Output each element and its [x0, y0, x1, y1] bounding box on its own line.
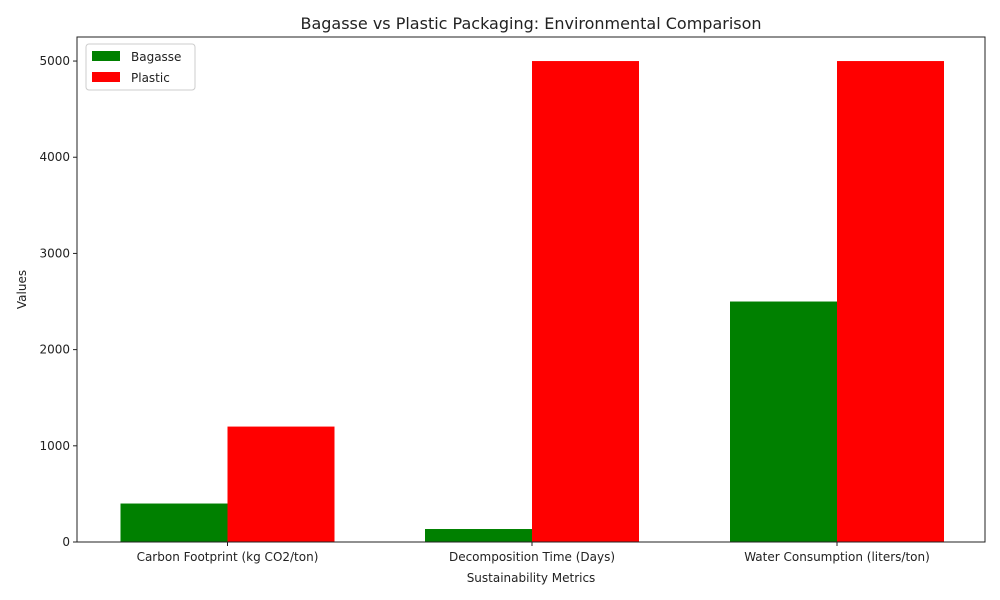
legend-label-bagasse: Bagasse [131, 50, 181, 64]
x-tick-label: Carbon Footprint (kg CO2/ton) [137, 550, 319, 564]
legend-swatch-plastic [92, 72, 120, 82]
bar-bagasse [120, 503, 228, 542]
y-tick-label: 2000 [39, 343, 70, 357]
bar-bagasse [425, 529, 532, 542]
y-tick-label: 3000 [39, 246, 70, 260]
axes-frame [76, 36, 986, 543]
legend-label-plastic: Plastic [131, 71, 170, 85]
bar-plastic [837, 61, 944, 543]
y-tick-label: 0 [62, 535, 70, 549]
bar-bagasse [730, 301, 837, 542]
y-tick-label: 4000 [39, 150, 70, 164]
x-tick-label: Water Consumption (liters/ton) [744, 550, 930, 564]
bar-plastic [532, 61, 639, 543]
y-tick-label: 1000 [39, 439, 70, 453]
chart-title: Bagasse vs Plastic Packaging: Environmen… [300, 14, 761, 33]
legend-swatch-bagasse [92, 51, 120, 61]
x-axis-label: Sustainability Metrics [467, 571, 596, 585]
y-axis-label: Values [15, 270, 29, 309]
x-tick-label: Decomposition Time (Days) [449, 550, 615, 564]
bar-plastic [227, 426, 335, 542]
y-tick-label: 5000 [39, 54, 70, 68]
